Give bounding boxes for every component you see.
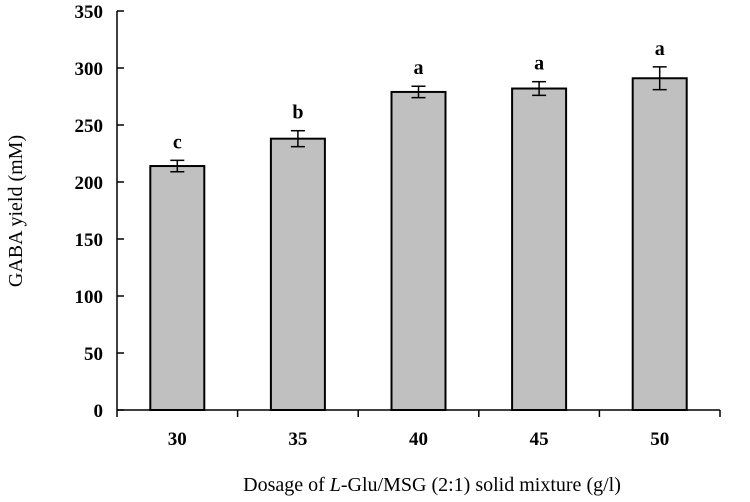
significance-labels-group: c b a a a	[173, 38, 665, 153]
x-tick-label: 50	[650, 429, 669, 450]
x-axis-title-prefix: Dosage of	[243, 474, 330, 496]
bar-30	[149, 165, 206, 411]
bars-group	[149, 77, 688, 412]
y-tick-label: 150	[75, 230, 104, 251]
error-bar	[290, 129, 305, 148]
error-bars-group	[170, 66, 667, 173]
x-tick-label: 30	[168, 429, 187, 450]
x-axis-ticks: 30 35 40 45 50	[116, 410, 721, 450]
y-tick-label: 250	[75, 116, 104, 137]
significance-label: a	[414, 57, 424, 79]
y-tick-label: 350	[75, 2, 104, 23]
y-tick-label: 300	[75, 59, 104, 80]
bar-35	[269, 137, 326, 411]
x-axis-title-suffix: -Glu/MSG (2:1) solid mixture (g/l)	[341, 474, 621, 496]
y-axis-title: GABA yield (mM)	[5, 135, 27, 287]
error-bar	[652, 66, 667, 91]
y-tick-label: 200	[75, 173, 104, 194]
error-bar	[170, 159, 185, 173]
significance-label: a	[534, 53, 544, 75]
x-tick-label: 40	[409, 429, 428, 450]
y-tick-label: 0	[94, 401, 104, 422]
y-tick-label: 100	[75, 287, 104, 308]
bar-50	[631, 77, 688, 411]
error-bar	[532, 80, 547, 97]
y-axis-ticks: 0 50 100 150 200 250 300 350	[75, 2, 124, 422]
significance-label: c	[173, 131, 182, 153]
bar-40	[390, 90, 447, 411]
x-axis-title: Dosage of L-Glu/MSG (2:1) solid mixture …	[243, 474, 621, 496]
bar-45	[511, 87, 568, 412]
x-tick-label: 45	[530, 429, 549, 450]
significance-label: b	[292, 102, 303, 124]
x-axis-title-italic: L	[329, 474, 341, 496]
significance-label: a	[655, 38, 665, 60]
y-tick-label: 50	[84, 344, 103, 365]
error-bar	[411, 85, 426, 99]
x-tick-label: 35	[288, 429, 307, 450]
